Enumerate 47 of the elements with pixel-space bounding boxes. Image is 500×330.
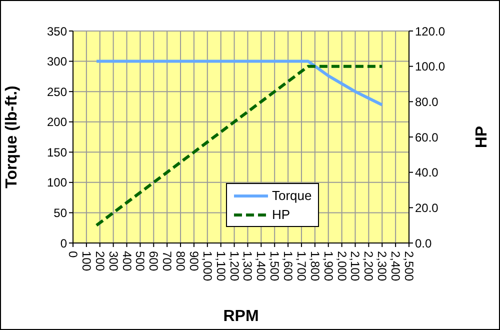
x-tick-label: 2,400 (388, 251, 403, 282)
y-tick-label: 0 (60, 236, 68, 250)
y-tick-label: 100 (46, 176, 68, 190)
y2-tick-label: 0.0 (415, 236, 432, 250)
x-tick-label: 2,200 (362, 251, 376, 282)
x-tick-label: 2,300 (375, 251, 390, 282)
y2-tick-label: 20.0 (415, 200, 439, 215)
x-tick-label: 400 (120, 251, 134, 272)
x-tick-label: 1,200 (227, 251, 242, 282)
x-tick-label: 0 (66, 251, 80, 258)
legend-label: Torque (272, 188, 312, 203)
x-tick-label: 1,800 (308, 251, 322, 282)
legend-label: HP (272, 207, 290, 222)
x-tick-label: 200 (92, 251, 107, 272)
x-tick-label: 2,100 (348, 251, 362, 282)
x-tick-label: 1,400 (254, 251, 268, 282)
y-tick-label: 150 (46, 145, 68, 160)
x-tick-label: 1,600 (281, 251, 296, 282)
y2-tick-label: 40.0 (415, 166, 439, 180)
y2-tick-label: 120.0 (415, 24, 446, 38)
x-axis-title: RPM (223, 308, 259, 325)
y-tick-label: 350 (46, 24, 68, 38)
x-tick-label: 1,500 (268, 251, 282, 282)
y2-tick-label: 60.0 (415, 130, 439, 144)
y-tick-label: 250 (46, 84, 68, 99)
y2-tick-label: 80.0 (415, 94, 439, 109)
x-tick-label: 1,100 (214, 251, 228, 282)
x-tick-label: 100 (79, 251, 94, 272)
x-tick-label: 1,900 (321, 251, 336, 282)
x-tick-label: 900 (186, 251, 201, 272)
y-tick-label: 50 (54, 206, 68, 220)
x-tick-label: 1,700 (294, 251, 308, 282)
x-tick-label: 1,300 (240, 251, 255, 282)
x-tick-label: 2,500 (402, 251, 416, 282)
x-tick-label: 700 (160, 251, 174, 272)
y2-axis-title: HP (474, 126, 491, 148)
y-tick-label: 300 (46, 54, 68, 69)
y-axis-title: Torque (lb-ft.) (4, 86, 21, 188)
x-tick-label: 300 (106, 251, 120, 272)
line-series (95, 60, 384, 106)
x-tick-label: 1,000 (200, 251, 214, 282)
x-tick-label: 800 (174, 251, 188, 272)
x-tick-label: 600 (146, 251, 161, 272)
y-tick-label: 200 (46, 115, 68, 130)
x-tick-label: 500 (133, 251, 148, 272)
y2-tick-label: 100.0 (415, 60, 446, 74)
x-tick-label: 2,000 (334, 251, 349, 282)
